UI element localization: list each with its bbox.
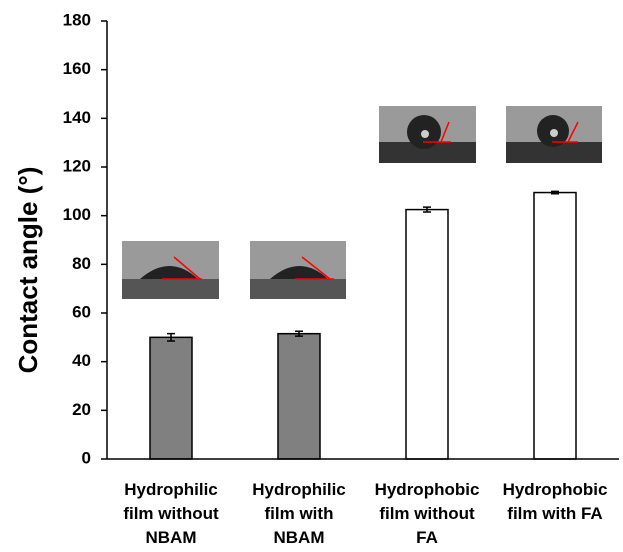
y-tick-label: 120 [63,156,91,175]
y-tick-label: 20 [72,400,91,419]
y-axis-label: Contact angle (°) [13,167,43,374]
x-tick-label: Hydrophobic film without FA [367,478,487,550]
y-tick-label: 0 [82,448,91,467]
y-tick-label: 40 [72,351,91,370]
chart: Contact angle (°) 0 20 40 60 80 100 120 140 160 1… [0,0,623,552]
bar [278,334,320,459]
x-tick-label: Hydrophilic film with NBAM [239,478,359,550]
x-tick-label: Hydrophobic film with FA [495,478,615,526]
bar [150,337,192,459]
bar [534,193,576,459]
bar [406,210,448,459]
page: Contact angle (°) 0 20 40 60 80 100 120 140 160 1… [0,0,623,552]
inset-photo [379,106,476,163]
inset-photo [122,241,219,299]
y-tick-label: 60 [72,302,91,321]
y-tick-label: 100 [63,205,91,224]
y-tick-label: 160 [63,59,91,78]
y-tick-label: 180 [63,10,91,29]
y-tick-label: 140 [63,108,91,127]
x-tick-label: Hydrophilic film without NBAM [111,478,231,550]
inset-images [122,106,602,299]
inset-photo [506,106,602,163]
y-tick-label: 80 [72,254,91,273]
inset-photo [250,241,346,299]
